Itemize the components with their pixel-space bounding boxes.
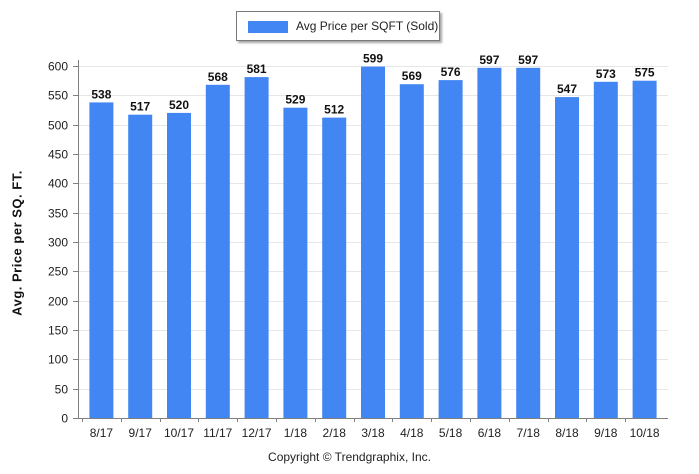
y-tick-label: 450	[48, 148, 68, 162]
y-tick-label: 250	[48, 265, 68, 279]
data-label: 568	[208, 70, 228, 84]
data-label: 512	[324, 103, 344, 117]
copyright-text: Copyright © Trendgraphix, Inc.	[268, 450, 431, 464]
x-tick-label: 6/18	[478, 426, 502, 440]
bar	[283, 107, 308, 418]
legend-swatch	[248, 21, 288, 33]
bar	[167, 112, 191, 419]
data-label: 569	[402, 69, 422, 83]
x-tick-label: 7/18	[517, 426, 541, 440]
x-tick-label: 8/17	[90, 426, 114, 440]
bar	[205, 84, 230, 419]
y-tick-label: 50	[55, 383, 69, 397]
data-label: 529	[285, 93, 305, 107]
bar	[477, 67, 502, 419]
x-tick-label: 9/18	[594, 426, 618, 440]
x-tick-label: 4/18	[400, 426, 424, 440]
data-label: 547	[557, 82, 577, 96]
bar	[322, 117, 347, 418]
y-tick-label: 150	[48, 324, 68, 338]
y-tick-label: 300	[48, 236, 68, 250]
bar	[593, 81, 618, 419]
x-tick-label: 9/17	[129, 426, 153, 440]
data-label: 575	[635, 66, 655, 80]
y-tick-label: 350	[48, 207, 68, 221]
y-tick-label: 500	[48, 119, 68, 133]
data-label: 538	[91, 87, 111, 101]
x-tick-label: 11/17	[203, 426, 232, 440]
bar	[361, 66, 385, 418]
y-tick-label: 100	[48, 353, 68, 367]
x-tick-label: 10/18	[630, 426, 660, 440]
bar	[632, 80, 657, 418]
bar	[89, 102, 114, 419]
x-tick-label: 10/17	[164, 426, 194, 440]
data-label: 517	[130, 100, 150, 114]
bar	[128, 114, 153, 418]
legend-label: Avg Price per SQFT (Sold)	[296, 19, 439, 33]
bar	[244, 77, 269, 418]
y-tick-label: 400	[48, 177, 68, 191]
y-tick-label: 0	[61, 412, 68, 426]
x-tick-label: 5/18	[439, 426, 463, 440]
y-tick-label: 200	[48, 295, 68, 309]
y-tick-label: 550	[48, 89, 68, 103]
data-label: 520	[169, 98, 189, 112]
y-tick-label: 600	[48, 60, 68, 74]
data-label: 597	[518, 53, 538, 67]
data-label: 573	[596, 67, 616, 81]
x-tick-label: 2/18	[323, 426, 347, 440]
data-label: 581	[247, 62, 267, 76]
x-tick-label: 8/18	[555, 426, 579, 440]
x-tick-label: 12/17	[242, 426, 272, 440]
bar	[555, 97, 579, 418]
legend: Avg Price per SQFT (Sold)	[236, 11, 440, 41]
data-label: 599	[363, 52, 383, 66]
bar	[516, 67, 541, 419]
data-label: 597	[479, 53, 499, 67]
x-tick-label: 1/18	[284, 426, 308, 440]
bar	[438, 80, 463, 418]
data-label: 576	[441, 65, 461, 79]
bar	[399, 84, 424, 418]
x-tick-label: 3/18	[361, 426, 385, 440]
y-axis-title: Avg. Price per SQ. FT.	[9, 170, 25, 316]
